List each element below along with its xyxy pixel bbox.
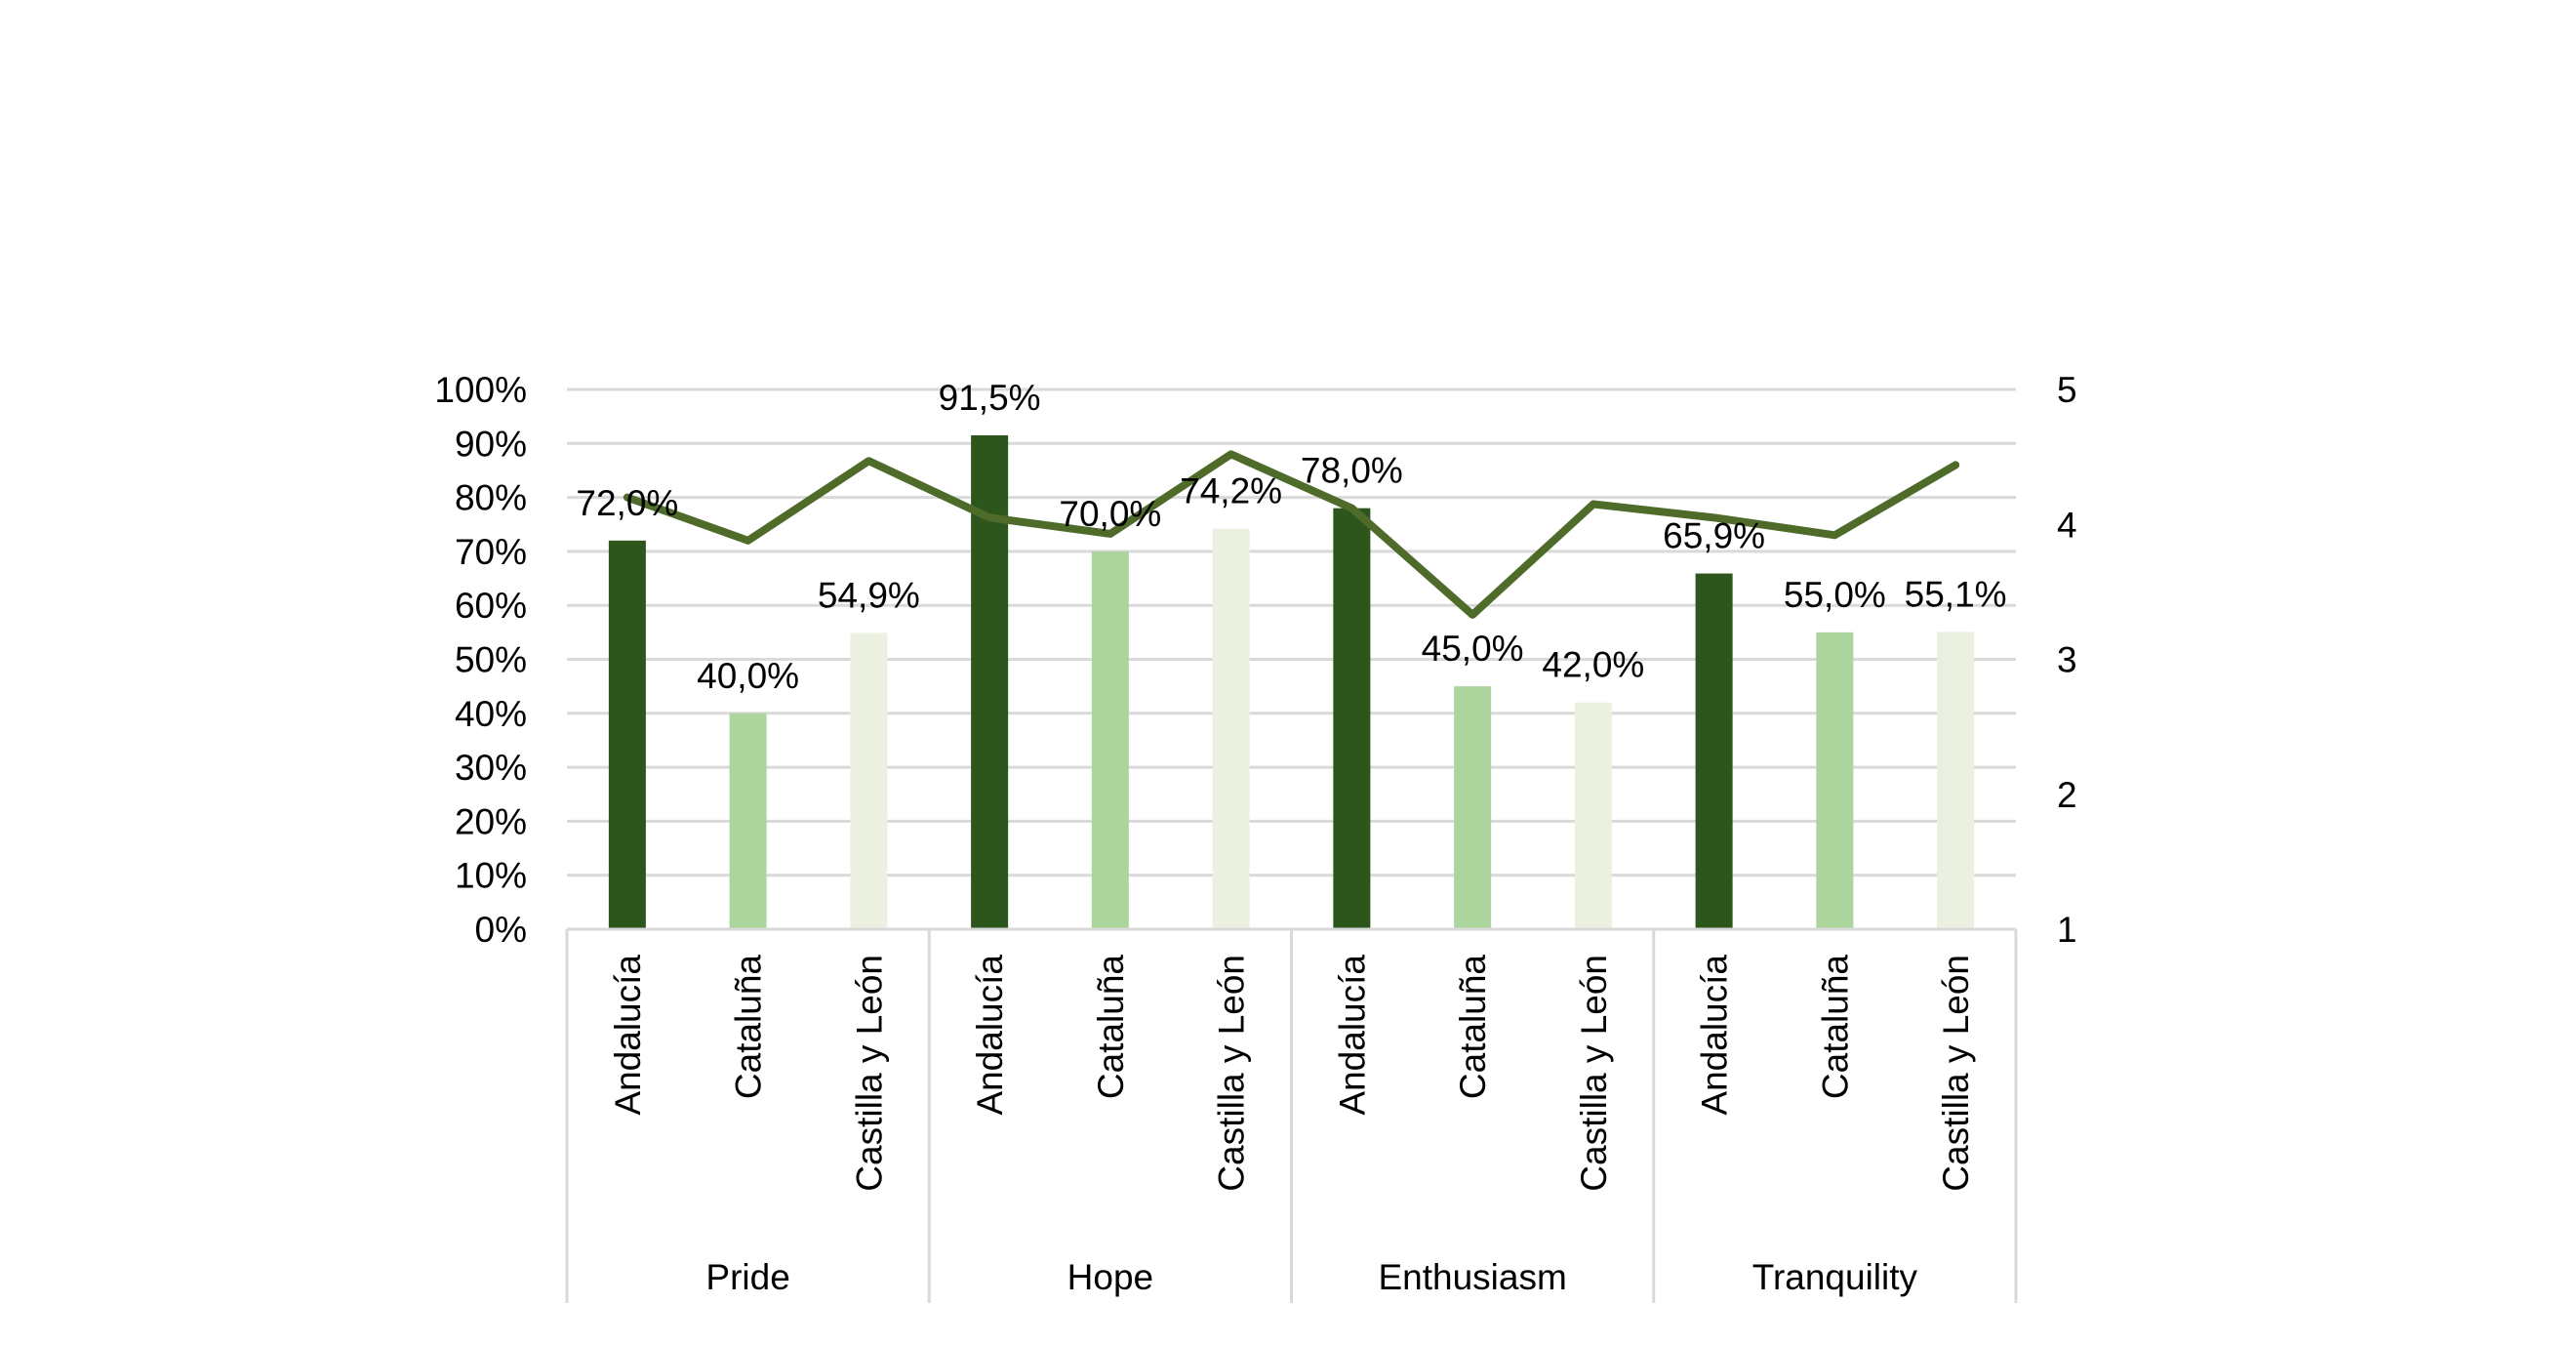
group-label: Enthusiasm bbox=[1378, 1257, 1566, 1297]
category-label: Andalucía bbox=[970, 955, 1010, 1116]
data-label: 45,0% bbox=[1422, 629, 1524, 669]
data-label: 55,0% bbox=[1784, 575, 1886, 615]
category-label: Andalucía bbox=[1695, 955, 1735, 1116]
left-tick-label: 0% bbox=[475, 910, 527, 950]
group-labels: Pride Hope Enthusiasm Tranquility bbox=[705, 1257, 1917, 1297]
right-tick-label: 2 bbox=[2057, 775, 2077, 815]
group-label: Pride bbox=[705, 1257, 789, 1297]
data-label: 72,0% bbox=[576, 483, 678, 523]
category-label: Castilla y León bbox=[849, 955, 889, 1192]
bar bbox=[850, 632, 888, 929]
bar bbox=[729, 713, 767, 929]
left-tick-label: 30% bbox=[455, 748, 527, 788]
bar bbox=[1212, 528, 1250, 929]
left-tick-label: 60% bbox=[455, 586, 527, 626]
category-labels: Andalucía Cataluña Castilla y León Andalucí… bbox=[608, 955, 1976, 1192]
left-tick-label: 70% bbox=[455, 532, 527, 572]
right-tick-label: 3 bbox=[2057, 640, 2077, 680]
category-label: Cataluña bbox=[1815, 955, 1855, 1100]
right-tick-label: 4 bbox=[2057, 505, 2077, 545]
group-label: Hope bbox=[1067, 1257, 1153, 1297]
bar bbox=[608, 540, 646, 929]
data-label: 54,9% bbox=[818, 575, 920, 615]
category-label: Cataluña bbox=[1091, 955, 1131, 1100]
data-label: 42,0% bbox=[1542, 645, 1644, 685]
left-tick-label: 50% bbox=[455, 640, 527, 680]
left-tick-label: 90% bbox=[455, 424, 527, 464]
category-label: Andalucía bbox=[608, 955, 648, 1116]
category-label: Castilla y León bbox=[1212, 955, 1252, 1192]
bar bbox=[1454, 686, 1492, 929]
bar bbox=[1816, 632, 1854, 929]
data-label: 65,9% bbox=[1663, 516, 1765, 556]
data-label: 70,0% bbox=[1059, 494, 1161, 534]
category-label: Andalucía bbox=[1332, 955, 1372, 1116]
group-label: Tranquility bbox=[1752, 1257, 1918, 1297]
left-tick-label: 10% bbox=[455, 856, 527, 896]
right-tick-label: 1 bbox=[2057, 910, 2077, 950]
right-y-axis: 1 2 3 4 5 bbox=[2057, 370, 2077, 950]
data-label: 78,0% bbox=[1301, 451, 1403, 491]
left-tick-label: 20% bbox=[455, 801, 527, 841]
line-series-path bbox=[623, 450, 1960, 619]
gridlines bbox=[567, 387, 2016, 931]
bar-series bbox=[608, 435, 1975, 929]
category-label: Castilla y León bbox=[1936, 955, 1976, 1192]
bar bbox=[1333, 508, 1371, 929]
data-labels: 72,0% 40,0% 54,9% 91,5% 70,0% 74,2% 78,0% 45,0%… bbox=[576, 378, 2006, 696]
right-tick-label: 5 bbox=[2057, 370, 2077, 410]
category-label: Cataluña bbox=[729, 955, 769, 1100]
bar bbox=[1937, 632, 1975, 929]
left-tick-label: 40% bbox=[455, 694, 527, 734]
bar bbox=[1091, 550, 1129, 929]
data-label: 55,1% bbox=[1905, 574, 2007, 614]
left-tick-label: 80% bbox=[455, 478, 527, 518]
bar bbox=[1574, 702, 1612, 929]
category-label: Castilla y León bbox=[1574, 955, 1614, 1192]
bar bbox=[1695, 573, 1733, 929]
data-label: 40,0% bbox=[697, 656, 799, 696]
data-label: 74,2% bbox=[1180, 471, 1282, 511]
category-label: Cataluña bbox=[1453, 955, 1493, 1100]
data-label: 91,5% bbox=[939, 378, 1041, 418]
left-tick-label: 100% bbox=[434, 370, 527, 410]
left-y-axis: 0% 10% 20% 30% 40% 50% 60% 70% 80% 90% 100% bbox=[434, 370, 527, 950]
category-axis bbox=[565, 927, 2018, 1303]
line-series bbox=[623, 450, 1960, 619]
